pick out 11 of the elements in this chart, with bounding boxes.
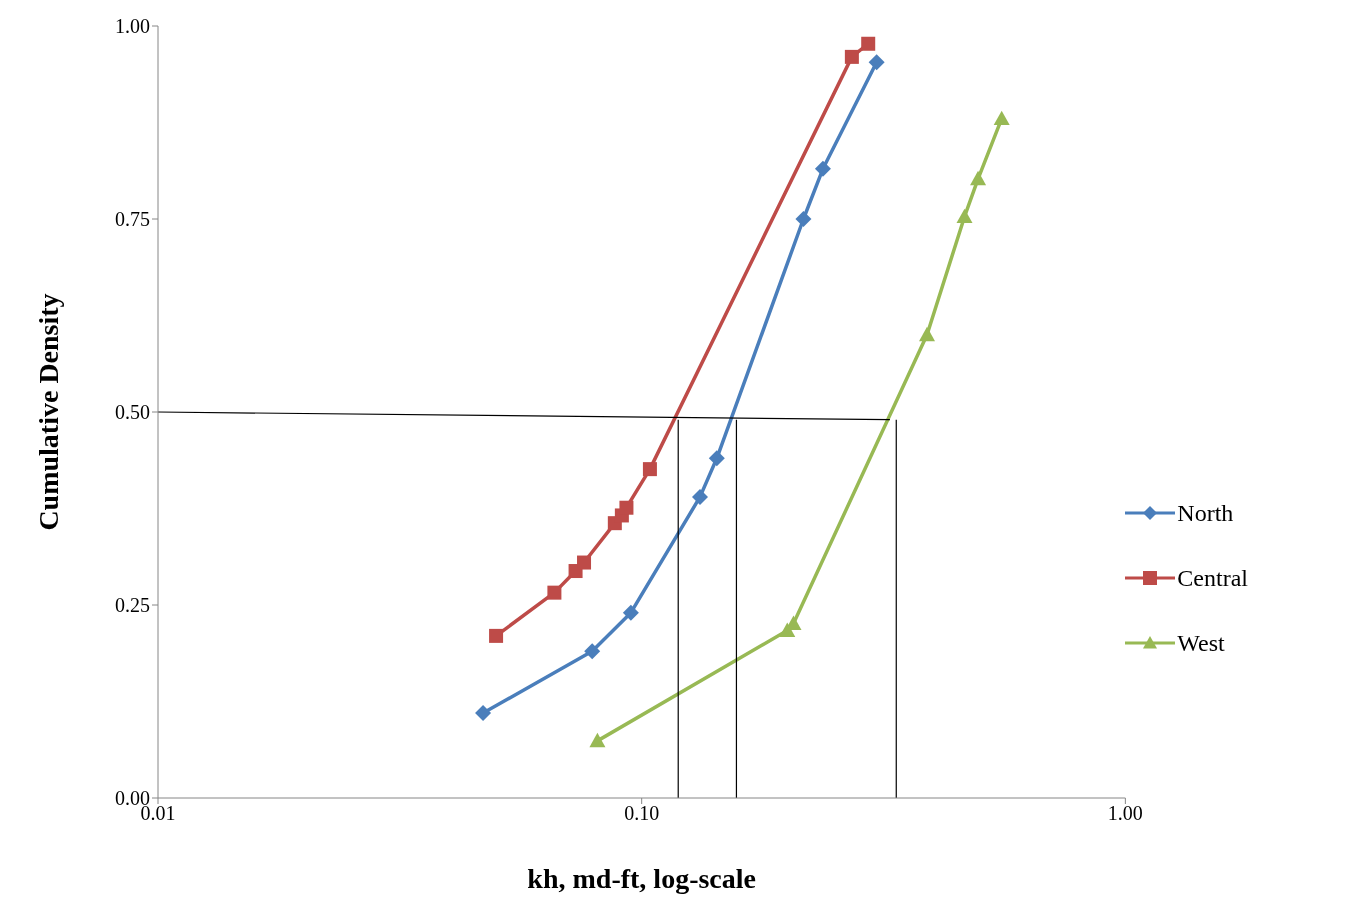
x-tick-label: 1.00	[1107, 802, 1143, 825]
x-axis-title: kh, md-ft, log-scale	[527, 863, 757, 894]
y-tick-label: 0.75	[115, 208, 150, 231]
x-tick-label: 0.10	[624, 802, 660, 825]
legend-label: North	[1177, 499, 1234, 527]
y-tick-label: 0.50	[115, 401, 150, 424]
y-tick-label: 1.00	[115, 15, 150, 38]
legend-label: Central	[1177, 564, 1248, 592]
y-axis-title: Cumulative Density	[32, 293, 64, 531]
y-tick-label: 0.25	[115, 594, 150, 617]
legend-label: West	[1177, 629, 1225, 657]
